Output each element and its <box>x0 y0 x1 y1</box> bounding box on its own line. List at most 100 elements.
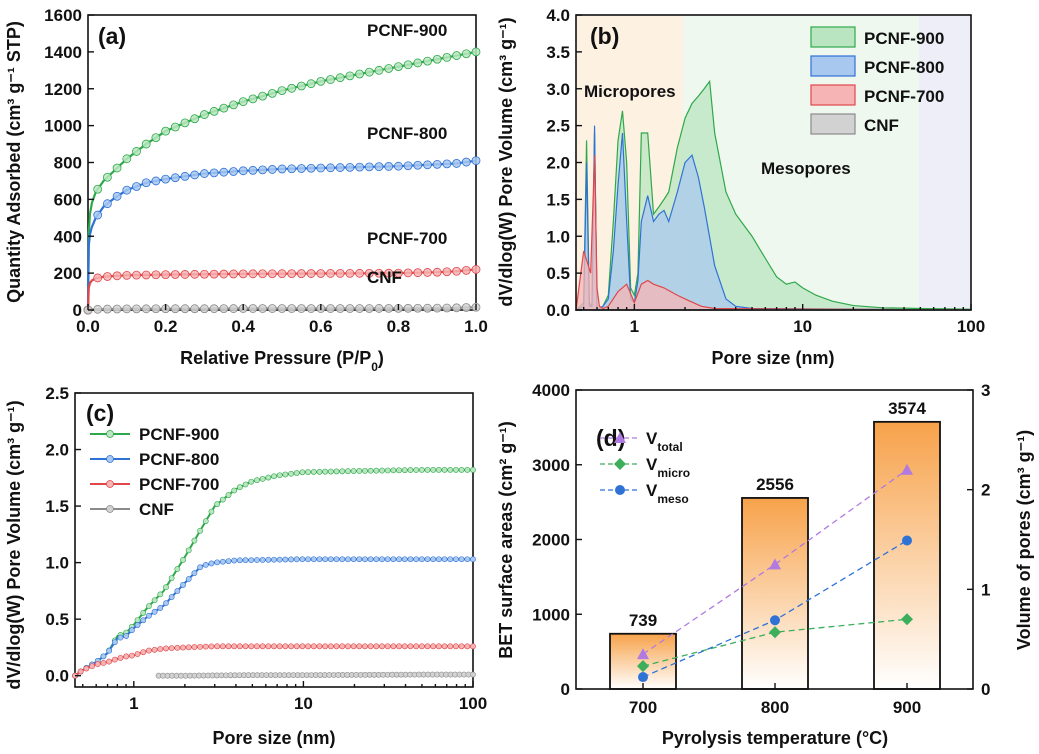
panel-c-point-pcnf-700 <box>117 655 124 661</box>
panel-c-point-pcnf-700 <box>265 643 272 650</box>
panel-a-point-pcnf-700 <box>141 270 151 280</box>
panel-c-point-pcnf-800 <box>214 559 221 566</box>
panel-a-point-pcnf-900 <box>316 76 326 86</box>
panel-a-point-pcnf-900 <box>364 67 374 77</box>
panel-c-point-pcnf-900 <box>288 470 294 477</box>
panel-b-legend: PCNF-900 PCNF-800 PCNF-700 CNF <box>810 26 944 135</box>
panel-a-ytick-label: 0 <box>73 301 82 320</box>
panel-c-point-pcnf-700 <box>202 643 209 650</box>
panel-a-point-pcnf-800 <box>364 162 374 172</box>
panel-c-point-pcnf-700 <box>214 643 221 650</box>
panel-c-point-pcnf-900 <box>339 468 346 475</box>
panel-d-ytick-label: 3000 <box>532 456 570 475</box>
panel-c-point-pcnf-800 <box>140 617 147 624</box>
panel-d-marker-vtotal <box>637 648 649 660</box>
panel-c-point-pcnf-900 <box>390 467 397 474</box>
panel-c-point-pcnf-800 <box>384 556 391 563</box>
panel-d-ylabel: BET surface areas (cm² g⁻¹) <box>496 421 516 659</box>
panel-a-point-pcnf-900 <box>345 71 355 81</box>
panel-a-point-pcnf-900 <box>393 62 403 72</box>
panel-c-point-pcnf-700 <box>373 643 380 650</box>
panel-c-legend-label-pcnf-800: PCNF-800 <box>139 450 219 469</box>
panel-c-point-pcnf-700 <box>185 644 192 651</box>
panel-c-point-pcnf-700 <box>248 643 255 650</box>
panel-b-xtick-label: 10 <box>793 317 812 336</box>
panel-d-line-vtotal <box>642 469 908 655</box>
panel-a-point-pcnf-800 <box>151 176 161 186</box>
panel-c-point-pcnf-800 <box>185 576 192 582</box>
panel-c-xticks: 1 10 100 <box>82 681 487 713</box>
panel-a-point-cnf <box>326 304 335 313</box>
panel-c-ytick-label: 0.5 <box>45 610 69 629</box>
panel-c-point-pcnf-700 <box>94 661 101 667</box>
panel-a-point-pcnf-800 <box>180 171 190 181</box>
panel-c-point-pcnf-800 <box>316 556 323 563</box>
panel-c-point-pcnf-700 <box>208 643 215 650</box>
panel-a-point-pcnf-800 <box>442 159 452 169</box>
panel-c-point-pcnf-700 <box>333 643 340 650</box>
panel-c-legend-label-pcnf-900: PCNF-900 <box>139 425 219 444</box>
panel-a-point-cnf <box>112 304 122 314</box>
panel-c-point-pcnf-700 <box>322 643 329 650</box>
panel-c-point-pcnf-800 <box>453 556 459 563</box>
panel-c-point-pcnf-900 <box>362 467 368 474</box>
panel-a-point-cnf <box>209 304 219 314</box>
panel-d-bar-value-900: 3574 <box>888 399 926 418</box>
panel-a-point-pcnf-800 <box>287 164 297 174</box>
panel-c-point-pcnf-700 <box>128 652 135 659</box>
panel-d-ytick-right-label: 2 <box>981 481 990 500</box>
panel-c-xtick-label: 100 <box>459 694 487 713</box>
panel-a-point-pcnf-900 <box>471 47 481 57</box>
panel-b-ytick-label: 2.0 <box>546 154 570 173</box>
panel-a-series <box>83 47 481 315</box>
panel-c-point-pcnf-800 <box>134 622 141 628</box>
panel-d-ytick-label: 2000 <box>532 531 570 550</box>
panel-b-legend-label-pcnf-700: PCNF-700 <box>864 87 944 106</box>
panel-c-point-pcnf-900 <box>231 487 238 494</box>
panel-c-point-pcnf-700 <box>401 643 408 650</box>
panel-a-point-cnf <box>296 304 306 313</box>
panel-d-xticks: 700 800 900 <box>629 683 921 717</box>
panel-c-point-pcnf-900 <box>191 537 198 544</box>
panel-c-point-pcnf-800 <box>441 556 448 563</box>
panel-a-point-pcnf-900 <box>141 139 151 149</box>
panel-a-point-pcnf-900 <box>190 114 200 124</box>
panel-c: (c) PCNF-900 PCNF-800 PCNF-700 CNF 1 10 100 0… <box>4 384 487 748</box>
panel-a-point-pcnf-800 <box>199 169 209 178</box>
panel-b-ytick-label: 1.0 <box>546 227 570 246</box>
panel-d-xtick-label-800: 800 <box>761 698 789 717</box>
panel-c-point-pcnf-800 <box>168 594 175 600</box>
panel-c-point-pcnf-700 <box>242 643 249 650</box>
panel-a-point-pcnf-700 <box>112 271 122 281</box>
panel-a-point-pcnf-700 <box>248 269 258 279</box>
panel-a-point-pcnf-800 <box>141 178 151 188</box>
panel-a-point-pcnf-700 <box>326 269 335 278</box>
panel-c-point-pcnf-700 <box>345 643 351 650</box>
panel-c-point-pcnf-800 <box>345 556 351 563</box>
panel-d-ytick-right-label: 1 <box>981 580 990 599</box>
panel-a-point-pcnf-900 <box>432 54 442 64</box>
panel-c-point-pcnf-700 <box>77 668 84 675</box>
panel-c-point-pcnf-900 <box>185 547 192 554</box>
panel-a-ytick-label: 200 <box>54 264 82 283</box>
panel-c-xtick-label: 1 <box>129 694 138 713</box>
panel-a-point-pcnf-800 <box>335 163 345 172</box>
panel-a-point-pcnf-900 <box>151 133 161 143</box>
panel-c-point-pcnf-900 <box>373 467 380 474</box>
panel-a-point-pcnf-800 <box>190 170 200 180</box>
panel-c-ytick-label: 2.0 <box>45 441 69 460</box>
panel-c-point-pcnf-800 <box>208 560 215 567</box>
panel-c-point-pcnf-900 <box>248 478 255 485</box>
panel-b-ylabel: dV/dlog(W) Pore Volume (cm³ g⁻¹) <box>496 17 516 306</box>
panel-c-point-pcnf-800 <box>157 605 164 611</box>
panel-c-point-pcnf-700 <box>384 643 391 650</box>
panel-c-ytick-label: 1.0 <box>45 554 69 573</box>
panel-a-letter: (a) <box>98 23 126 49</box>
panel-c-point-pcnf-700 <box>106 658 113 665</box>
panel-c-xlabel: Pore size (nm) <box>212 728 335 748</box>
panel-a-point-pcnf-800 <box>122 185 132 195</box>
panel-c-point-pcnf-800 <box>350 556 357 563</box>
panel-c-point-pcnf-700 <box>163 645 169 652</box>
panel-a-point-cnf <box>170 304 180 314</box>
panel-a-point-pcnf-800 <box>316 163 326 173</box>
